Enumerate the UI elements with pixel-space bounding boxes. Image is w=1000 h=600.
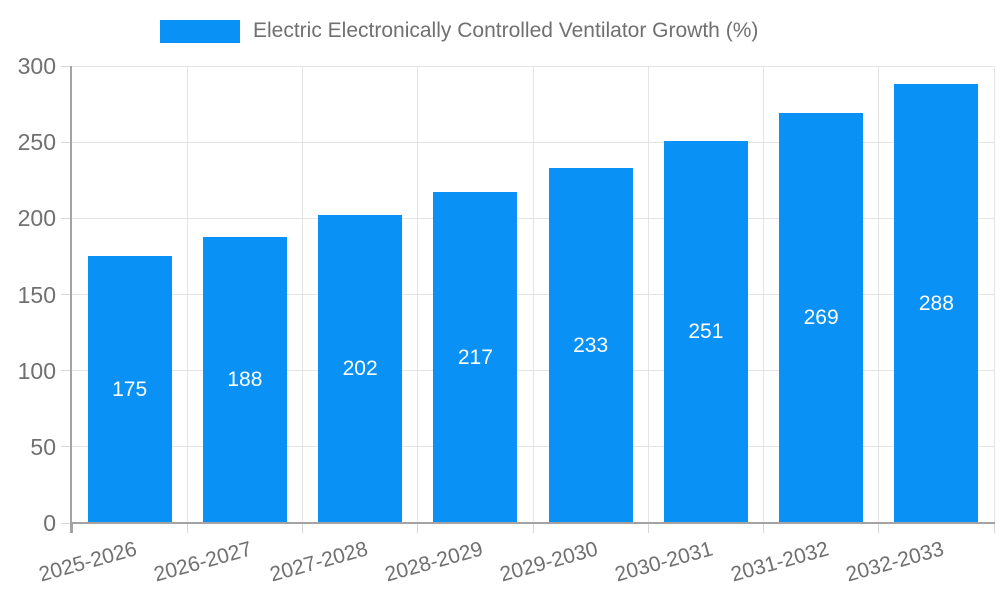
y-tick [61,446,72,448]
bar-value-label: 188 [227,367,263,391]
y-tick-label: 150 [17,281,56,308]
bar[interactable] [663,140,748,523]
bar[interactable] [548,168,633,523]
x-tick [878,523,880,533]
gridline-vertical [993,66,995,523]
x-tick [993,523,995,533]
x-tick-label: 2025-2026 [36,537,140,587]
gridline-vertical [763,66,764,523]
y-tick [61,217,72,219]
legend-label: Electric Electronically Controlled Venti… [253,19,759,42]
y-tick [61,294,72,295]
gridline-vertical [647,66,649,523]
y-tick-label: 0 [43,510,56,536]
legend-item[interactable]: Electric Electronically Controlled Venti… [160,19,758,43]
x-tick-label: 2028-2029 [382,537,486,587]
bar[interactable] [87,256,172,523]
bar-value-label: 269 [803,306,839,330]
gridline-vertical [186,66,188,523]
y-tick [61,65,72,67]
y-tick-label: 100 [17,357,56,384]
x-tick [302,523,303,533]
gridline-vertical [417,66,419,523]
gridline-vertical [532,66,534,523]
bar[interactable] [202,236,287,523]
x-tick-label: 2027-2028 [267,537,371,587]
x-tick-label: 2030-2031 [612,537,716,587]
x-tick-label: 2026-2027 [151,537,255,587]
y-tick [61,141,72,143]
x-tick-label: 2029-2030 [497,537,601,587]
y-tick-label: 250 [17,129,56,156]
bar[interactable] [894,84,979,523]
x-tick [186,523,188,533]
x-tick [647,523,649,533]
legend-swatch [160,19,240,43]
bar-value-label: 175 [112,377,148,401]
gridline-vertical [302,66,303,523]
x-axis-line [70,522,995,524]
y-tick [61,522,72,524]
bar[interactable] [433,192,518,523]
y-tick-label: 50 [30,433,56,460]
x-tick [71,523,73,533]
y-axis-line [70,66,72,533]
x-tick [532,523,534,533]
x-tick-label: 2032-2033 [843,537,947,587]
x-tick [417,523,419,533]
bar-value-label: 288 [918,291,954,315]
bar[interactable] [779,113,864,523]
bar-value-label: 202 [342,357,378,381]
bar-value-label: 251 [688,319,724,343]
y-tick [61,370,72,372]
y-tick-label: 300 [17,53,56,79]
y-tick-label: 200 [17,205,56,232]
gridline-vertical [878,66,880,523]
x-tick [763,523,764,533]
x-tick-label: 2031-2032 [728,537,832,587]
bar-value-label: 233 [573,333,609,357]
bar-value-label: 217 [457,345,493,369]
bar[interactable] [318,215,403,523]
